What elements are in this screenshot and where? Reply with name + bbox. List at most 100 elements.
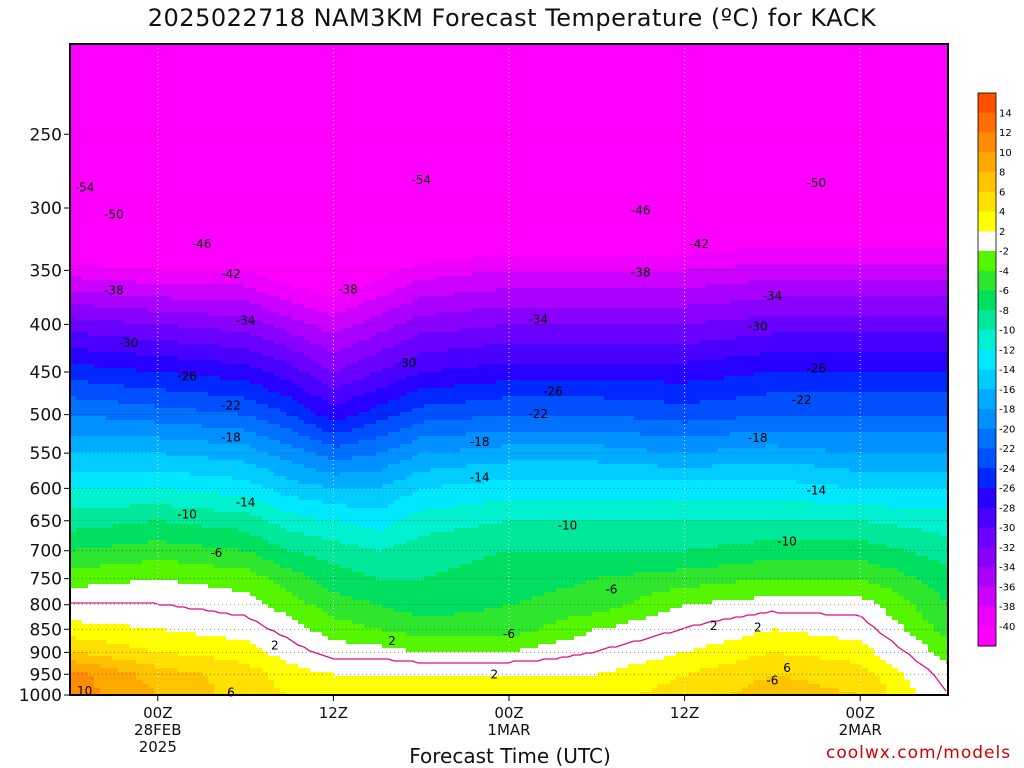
temp-cell [166,108,172,112]
temp-cell [184,420,190,424]
temp-cell [106,348,112,352]
temp-cell [220,72,226,76]
temp-cell [142,164,148,168]
temp-cell [124,308,130,312]
temp-cell [82,204,88,208]
temp-cell [178,188,184,192]
temp-cell [112,584,118,588]
temp-cell [244,68,250,72]
temp-cell [196,196,202,200]
temp-cell [220,552,226,556]
temp-cell [130,244,136,248]
temp-cell [178,332,184,336]
temp-cell [118,460,124,464]
temp-cell [208,264,214,268]
temp-cell [118,48,124,52]
temp-cell [82,544,88,548]
temp-cell [178,672,184,676]
temp-cell [118,324,124,328]
temp-cell [106,332,112,336]
temp-cell [148,344,154,348]
temp-cell [136,328,142,332]
temp-cell [202,392,208,396]
temp-cell [172,428,178,432]
temp-cell [88,272,94,276]
temp-cell [124,152,130,156]
temp-cell [154,68,160,72]
temp-cell [178,384,184,388]
temp-cell [112,324,118,328]
temp-cell [94,60,100,64]
temp-cell [232,92,238,96]
temp-cell [112,108,118,112]
temp-cell [202,276,208,280]
temp-cell [100,356,106,360]
temp-cell [82,532,88,536]
temp-cell [214,560,220,564]
temp-cell [202,684,208,688]
temp-cell [214,268,220,272]
temp-cell [82,528,88,532]
temp-cell [94,240,100,244]
temp-cell [94,352,100,356]
temp-cell [226,80,232,84]
temp-cell [166,168,172,172]
temp-cell [76,180,82,184]
temp-cell [94,80,100,84]
temp-cell [136,392,142,396]
temp-cell [142,444,148,448]
temp-cell [82,60,88,64]
temp-cell [238,184,244,188]
temp-cell [106,604,112,608]
temp-cell [208,56,214,60]
temp-cell [178,232,184,236]
temp-cell [142,176,148,180]
temp-cell [208,232,214,236]
temp-cell [124,484,130,488]
temp-cell [196,692,202,695]
temp-cell [82,284,88,288]
temp-cell [154,252,160,256]
temp-cell [106,216,112,220]
temp-cell [70,44,76,48]
temp-cell [190,60,196,64]
temp-cell [208,656,214,660]
temp-cell [244,552,250,556]
temp-cell [118,284,124,288]
temp-cell [178,436,184,440]
temp-cell [196,320,202,324]
temp-cell [124,84,130,88]
temp-cell [148,272,154,276]
temp-cell [82,428,88,432]
temp-cell [232,472,238,476]
temp-cell [244,52,250,56]
temp-cell [166,632,172,636]
temp-cell [160,408,166,412]
temp-cell [142,220,148,224]
temp-cell [130,100,136,104]
temp-cell [88,656,94,660]
temp-cell [238,564,244,568]
temp-cell [106,544,112,548]
temp-cell [88,568,94,572]
temp-cell [166,532,172,536]
temp-cell [70,100,76,104]
temp-cell [190,132,196,136]
temp-cell [232,356,238,360]
temp-cell [166,128,172,132]
temp-cell [100,268,106,272]
temp-cell [238,392,244,396]
temp-cell [148,400,154,404]
temp-cell [160,48,166,52]
temp-cell [214,420,220,424]
temp-cell [214,592,220,596]
temp-cell [136,144,142,148]
temp-cell [178,44,184,48]
temp-cell [184,576,190,580]
temp-cell [214,120,220,124]
temp-cell [142,396,148,400]
temp-cell [112,76,118,80]
temp-cell [220,600,226,604]
temp-cell [172,200,178,204]
temp-cell [148,264,154,268]
